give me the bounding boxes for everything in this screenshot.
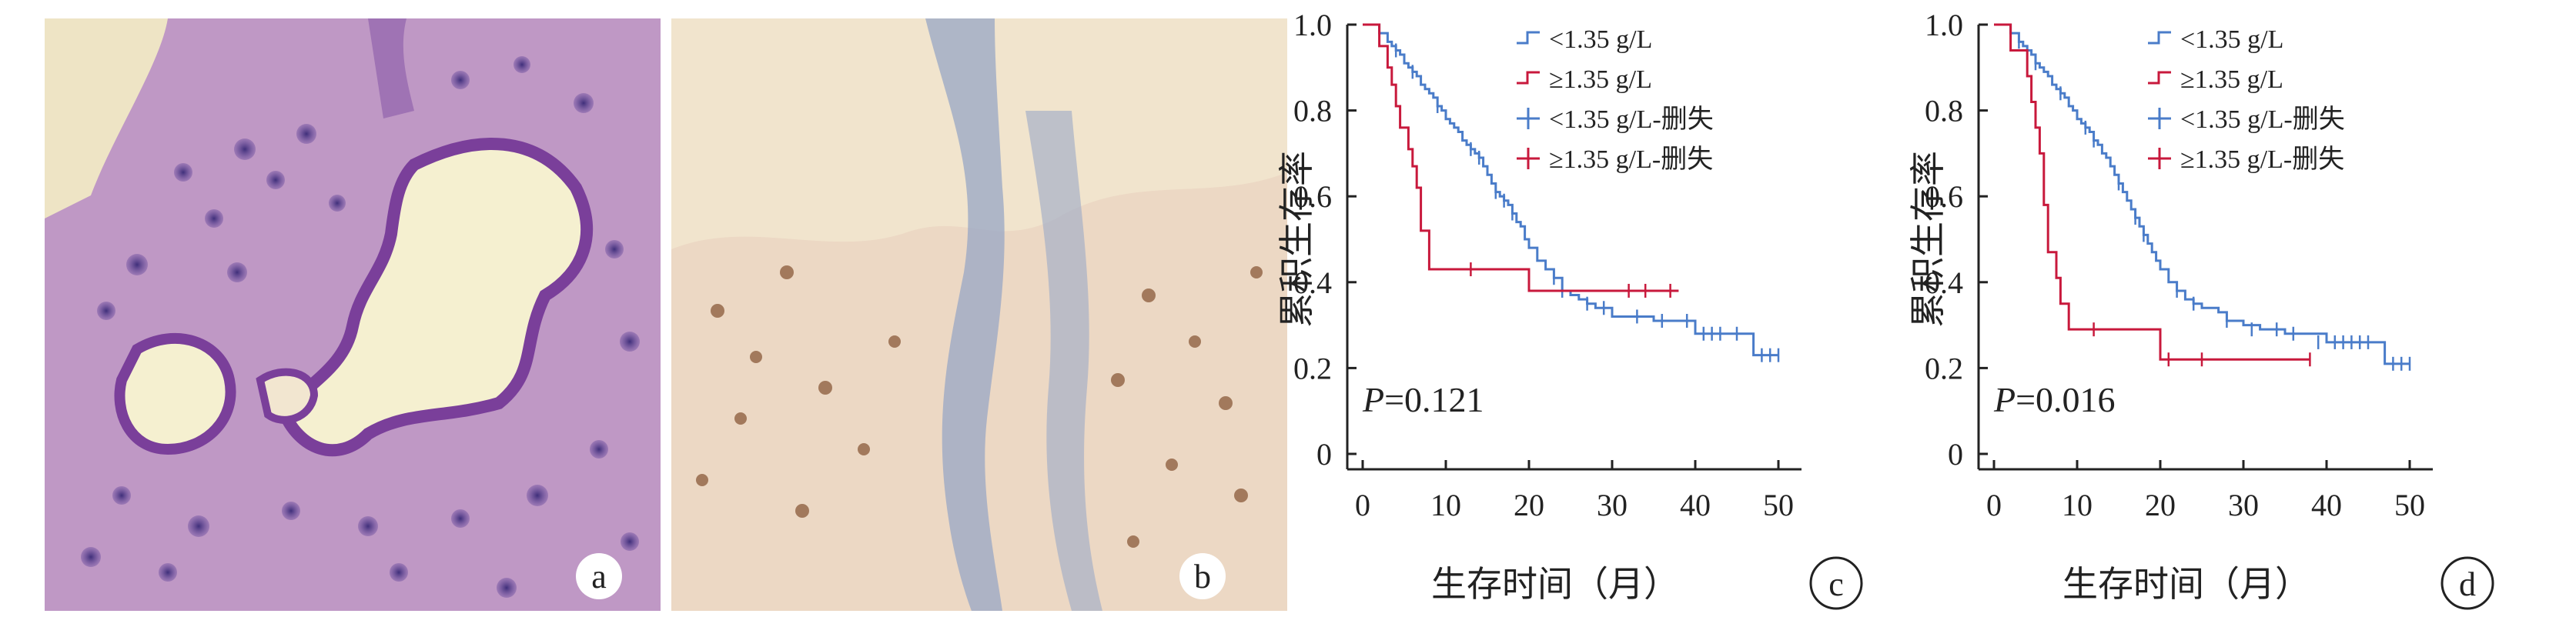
legend-label: <1.35 g/L xyxy=(1549,25,1652,54)
x-axis-title: 生存时间（月） xyxy=(1431,563,1679,605)
y-axis-title: 累积生存率 xyxy=(1907,151,1949,328)
legend-label: <1.35 g/L xyxy=(2180,25,2283,54)
he-micrograph-image: a xyxy=(45,18,661,611)
y-tick-label: 0.8 xyxy=(1293,94,1332,128)
panel-label-d: d xyxy=(2459,565,2476,603)
ihc-micrograph-image: b xyxy=(671,18,1287,611)
p-value-number: =0.016 xyxy=(2016,380,2115,419)
km-plot-d: 0 0.2 0.4 0.6 0.8 1.0 0 10 20 30 40 50 累积生存率生存时间（月） d… xyxy=(1907,0,2541,627)
he-micrograph-panel: a xyxy=(45,18,661,611)
panel-letter-circle xyxy=(2441,556,2494,610)
x-tick-label: 30 xyxy=(2228,488,2259,522)
y-tick-label: 0.2 xyxy=(1293,351,1332,385)
y-tick-label: 0.4 xyxy=(1293,265,1332,300)
legend-label: <1.35 g/L-删失 xyxy=(2180,105,2345,134)
legend-step-symbol xyxy=(1517,31,1540,45)
legend-label: ≥1.35 g/L-删失 xyxy=(1549,145,1713,174)
x-tick-label: 10 xyxy=(1430,488,1461,522)
x-tick-label: 50 xyxy=(1763,488,1794,522)
x-tick-label: 40 xyxy=(2311,488,2342,522)
legend-step-symbol xyxy=(1517,71,1540,85)
y-tick-label: 0.4 xyxy=(1925,265,1963,300)
y-tick-label: 0.6 xyxy=(1293,179,1332,214)
legend-label: <1.35 g/L-删失 xyxy=(1549,105,1714,134)
x-tick-label: 50 xyxy=(2394,488,2425,522)
p-value-number: =0.121 xyxy=(1384,380,1484,419)
x-tick-label: 20 xyxy=(2145,488,2176,522)
x-axis-title: 生存时间（月） xyxy=(2062,563,2310,605)
legend-label: ≥1.35 g/L xyxy=(2180,65,2283,94)
y-axis-title: 累积生存率 xyxy=(1276,151,1317,328)
panel-letter-circle xyxy=(1809,556,1863,610)
survival-curve-low xyxy=(1994,23,2410,365)
y-tick-label: 1.0 xyxy=(1293,8,1332,42)
legend-step-symbol xyxy=(2148,31,2171,45)
y-tick-label: 0.8 xyxy=(1925,94,1963,128)
legend-label: ≥1.35 g/L xyxy=(1549,65,1652,94)
p-value-symbol: P xyxy=(1993,380,2016,419)
y-tick-label: 0 xyxy=(1948,437,1963,472)
y-tick-label: 0.6 xyxy=(1925,179,1963,214)
survival-curve-high xyxy=(1363,23,1679,292)
survival-curve-high xyxy=(1994,23,2310,361)
x-tick-label: 0 xyxy=(1986,488,2002,522)
y-tick-label: 0.2 xyxy=(1925,351,1963,385)
x-tick-label: 30 xyxy=(1597,488,1628,522)
legend-step-symbol xyxy=(2148,71,2171,85)
x-tick-label: 40 xyxy=(1680,488,1711,522)
x-tick-label: 20 xyxy=(1514,488,1544,522)
panel-label-c: c xyxy=(1828,565,1844,603)
legend-label: ≥1.35 g/L-删失 xyxy=(2180,145,2344,174)
y-tick-label: 1.0 xyxy=(1925,8,1963,42)
x-tick-label: 10 xyxy=(2062,488,2093,522)
p-value-symbol: P xyxy=(1362,380,1384,419)
x-tick-label: 0 xyxy=(1355,488,1370,522)
y-tick-label: 0 xyxy=(1316,437,1332,472)
ihc-micrograph-panel: b xyxy=(671,18,1287,611)
km-plot-c: 0 0.2 0.4 0.6 0.8 1.0 0 10 20 30 40 50 累积生存率生存时间（月） c… xyxy=(1276,0,1909,627)
panel-label-a: a xyxy=(591,558,607,595)
panel-label-b: b xyxy=(1194,558,1211,595)
p-value-annotation: P=0.121 xyxy=(1362,380,1484,419)
p-value-annotation: P=0.016 xyxy=(1993,380,2116,419)
